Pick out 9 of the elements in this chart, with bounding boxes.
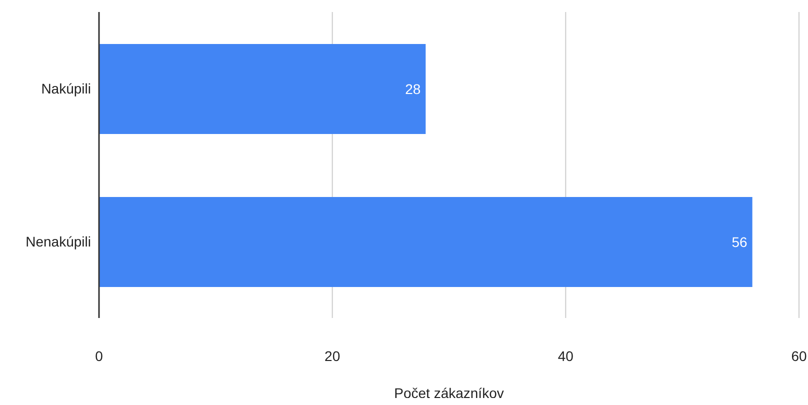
x-axis-title: Počet zákazníkov	[394, 385, 504, 401]
x-tick-label: 60	[791, 348, 807, 364]
x-tick-label: 40	[558, 348, 574, 364]
y-tick-label: Nakúpili	[41, 80, 91, 96]
x-tick-label: 20	[324, 348, 340, 364]
x-tick-label: 0	[95, 348, 104, 364]
y-tick-label: Nenakúpili	[26, 233, 91, 250]
data-label: 56	[732, 234, 748, 250]
data-label: 28	[405, 80, 421, 97]
